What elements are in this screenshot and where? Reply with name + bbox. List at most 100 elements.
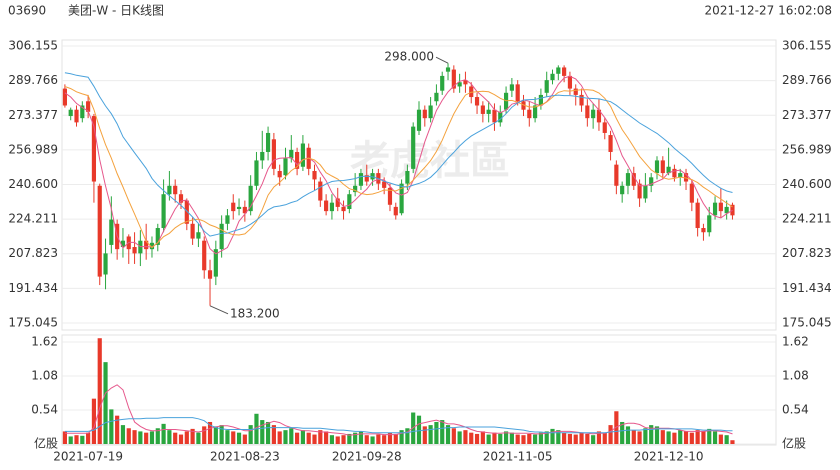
y-tick-label: 1.62 xyxy=(31,335,58,349)
candle-body xyxy=(486,109,491,114)
volume-bar xyxy=(178,434,184,444)
volume-bar xyxy=(126,428,131,444)
y-tick-label-right: 224.211 xyxy=(782,212,832,226)
volume-bar xyxy=(707,428,712,444)
volume-bar xyxy=(596,431,602,444)
candle-body xyxy=(91,116,97,182)
volume-bar xyxy=(666,431,671,444)
candle-body xyxy=(155,228,160,245)
volume-bar xyxy=(486,434,491,444)
volume-bar xyxy=(416,415,422,444)
volume-bar xyxy=(678,430,683,444)
volume-bar xyxy=(74,435,79,444)
candle-body xyxy=(660,160,665,174)
candle-body xyxy=(335,198,340,207)
candle-body xyxy=(538,94,543,106)
volume-bar xyxy=(440,420,445,444)
candle-body xyxy=(678,173,683,178)
y-tick-label-right: 240.600 xyxy=(782,177,832,191)
candle-body xyxy=(370,173,375,180)
y-tick-label: 240.600 xyxy=(8,177,58,191)
candle-body xyxy=(637,183,642,199)
volume-bar xyxy=(625,426,631,444)
volume-bar xyxy=(225,430,230,444)
volume-bar xyxy=(248,425,253,444)
volume-bar xyxy=(231,431,236,444)
volume-bar xyxy=(103,362,108,444)
volume-bar xyxy=(382,435,387,444)
candle-body xyxy=(428,105,433,119)
x-tick-label: 2021-07-19 xyxy=(53,450,123,464)
volume-bar xyxy=(480,431,485,444)
candle-body xyxy=(207,270,213,279)
candle-body xyxy=(393,206,398,216)
volume-bar xyxy=(527,433,532,444)
candle-body xyxy=(109,219,114,245)
x-tick-label: 2021-11-05 xyxy=(483,450,553,464)
volume-bar xyxy=(196,432,201,444)
volume-bar xyxy=(712,431,718,444)
volume-bar xyxy=(155,428,160,444)
candle-body xyxy=(672,168,677,178)
volume-bar xyxy=(573,434,578,444)
volume-bar xyxy=(695,430,700,444)
annotation-line xyxy=(435,56,449,64)
y-tick-label-right: 亿股 xyxy=(782,436,806,451)
candle-body xyxy=(562,67,567,76)
y-tick-label: 175.045 xyxy=(8,316,58,330)
ma-line xyxy=(64,384,733,436)
candle-body xyxy=(620,185,625,195)
candle-body xyxy=(248,185,253,212)
candle-body xyxy=(567,75,573,89)
candle-body xyxy=(295,151,300,169)
candle-body xyxy=(712,202,718,216)
volume-bar xyxy=(399,430,404,444)
volume-bar xyxy=(689,432,694,444)
candle-body xyxy=(132,247,137,254)
candle-body xyxy=(271,139,276,169)
candle-body xyxy=(701,228,706,233)
y-tick-label: 207.823 xyxy=(8,246,58,260)
candle-body xyxy=(97,185,102,277)
volume-bar xyxy=(341,435,346,444)
candle-body xyxy=(231,202,236,212)
volume-bar xyxy=(161,423,166,444)
volume-bar xyxy=(173,432,178,444)
candle-body xyxy=(353,185,358,193)
volume-bar xyxy=(434,421,439,444)
y-tick-label-right: 1.62 xyxy=(782,335,809,349)
candle-body xyxy=(103,253,108,275)
volume-bar xyxy=(289,428,294,444)
candle-body xyxy=(358,173,364,186)
candle-body xyxy=(602,122,607,133)
candle-body xyxy=(614,164,619,186)
candle-body xyxy=(68,109,73,117)
candle-body xyxy=(666,166,671,174)
volume-bar xyxy=(538,432,543,444)
candle-body xyxy=(550,73,555,81)
volume-bar xyxy=(207,421,213,444)
y-tick-label: 0.54 xyxy=(31,403,58,417)
volume-bar xyxy=(654,426,660,444)
y-tick-label: 191.434 xyxy=(8,281,58,295)
candle-body xyxy=(324,200,329,212)
candle-body xyxy=(254,160,259,186)
volume-bar xyxy=(138,431,143,444)
volume-bar xyxy=(474,433,480,444)
candle-body xyxy=(178,194,184,203)
candle-body xyxy=(312,170,317,180)
candle-body xyxy=(219,223,224,250)
chart-title: 美团-W - 日K线图 xyxy=(68,4,164,18)
volume-bar xyxy=(411,412,416,444)
volume-bar xyxy=(544,431,549,444)
volume-bar xyxy=(683,431,689,444)
volume-bar xyxy=(109,409,114,444)
volume-bar xyxy=(353,432,358,444)
candle-body xyxy=(405,170,410,184)
y-tick-label-right: 289.766 xyxy=(782,73,832,87)
candle-body xyxy=(440,75,445,91)
x-tick-label: 2021-08-23 xyxy=(210,450,280,464)
volume-bar xyxy=(86,432,91,444)
ma-line xyxy=(64,86,733,249)
volume-bar xyxy=(492,432,497,444)
